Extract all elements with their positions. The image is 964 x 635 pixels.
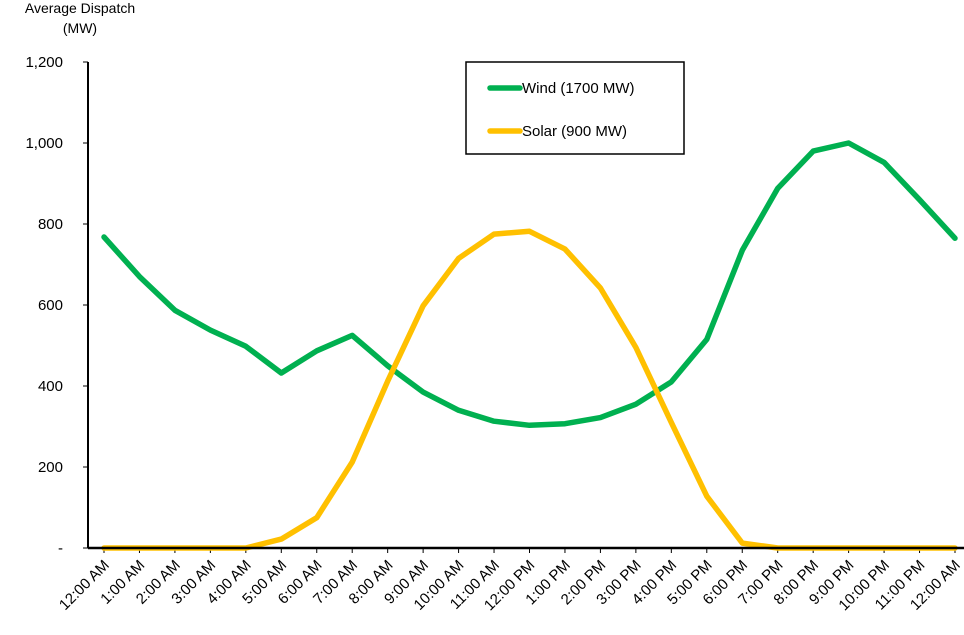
axes <box>87 62 964 550</box>
y-tick-label: 400 <box>38 378 63 395</box>
series-line-solar <box>101 228 958 551</box>
y-tick-label: 1,200 <box>25 54 63 71</box>
legend-label: Solar (900 MW) <box>522 123 627 140</box>
y-tick-label: 200 <box>38 459 63 476</box>
y-tick-label: - <box>58 540 63 557</box>
y-axis-ticks: - 200 400 600 800 1,000 1,200 <box>25 54 88 557</box>
legend-box <box>465 61 685 155</box>
y-axis-title: Average Dispatch (MW) <box>25 0 135 36</box>
y-tick-label: 1,000 <box>25 135 63 152</box>
y-axis-title-line-2: (MW) <box>63 20 97 36</box>
x-tick-label: 12:00 AM <box>56 557 113 614</box>
y-tick-label: 800 <box>38 216 63 233</box>
y-tick-label: 600 <box>38 297 63 314</box>
series-line-wind <box>101 140 958 429</box>
legend-label: Wind (1700 MW) <box>522 80 635 97</box>
x-axis-ticks: 12:00 AM1:00 AM2:00 AM3:00 AM4:00 AM5:00… <box>56 548 964 614</box>
y-axis-title-line-1: Average Dispatch <box>25 0 135 16</box>
series-layer <box>101 140 958 551</box>
legend: Wind (1700 MW) Solar (900 MW) <box>465 61 685 155</box>
